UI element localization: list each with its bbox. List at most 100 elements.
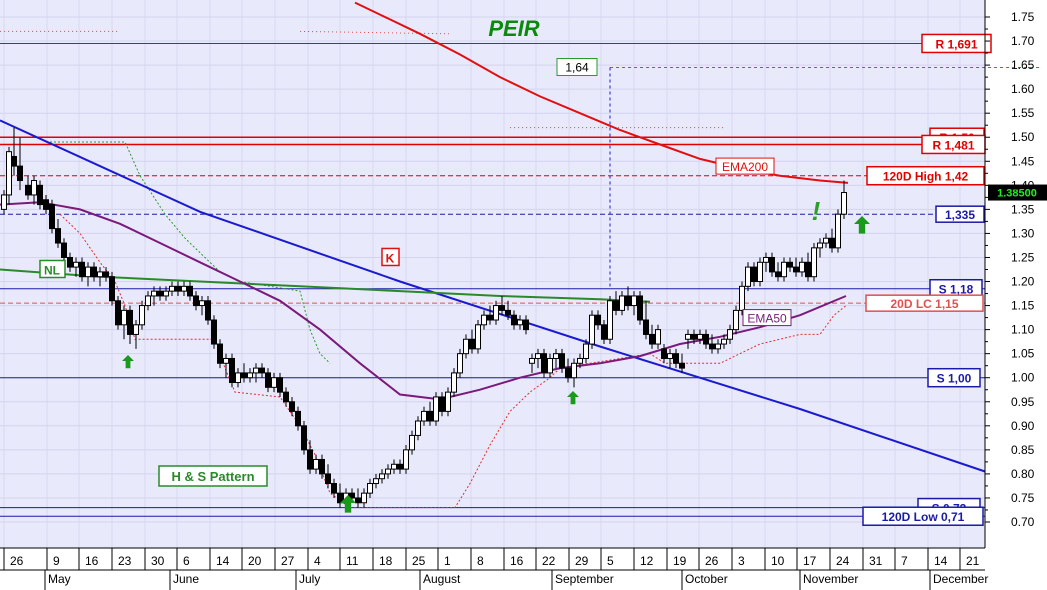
candle-body	[709, 343, 715, 350]
candle-body	[679, 362, 685, 369]
candle	[11, 127, 17, 176]
x-tick-label: 19	[673, 554, 687, 568]
candle-body	[643, 319, 649, 335]
candle	[283, 387, 289, 407]
candle	[577, 353, 583, 369]
candle	[403, 445, 409, 474]
candle	[685, 329, 691, 349]
candle-body	[469, 338, 475, 350]
candle	[151, 286, 157, 306]
candle	[289, 396, 295, 417]
candle-body	[487, 314, 493, 321]
candle-body	[835, 213, 841, 249]
candle	[313, 454, 319, 474]
candle	[667, 348, 673, 369]
candle	[799, 257, 805, 277]
candle-body	[673, 353, 679, 364]
candle-body	[319, 458, 325, 475]
candle	[493, 300, 499, 325]
x-tick-label: 26	[705, 554, 719, 568]
candle-body	[313, 458, 319, 470]
candle	[733, 305, 739, 335]
candle-body	[403, 449, 409, 470]
candle-body	[235, 372, 241, 384]
x-tick-label: 29	[575, 554, 589, 568]
candle-body	[307, 449, 313, 470]
level-label-box	[921, 33, 992, 54]
candle	[229, 353, 235, 388]
x-tick-label: 17	[803, 554, 817, 568]
candle-body	[757, 261, 763, 283]
upper-channel-line	[50, 141, 331, 364]
candle	[835, 209, 841, 253]
candle	[511, 310, 517, 330]
candle-body	[289, 401, 295, 412]
candle-body	[367, 483, 373, 494]
candle-body	[139, 305, 145, 326]
candle-body	[589, 314, 595, 345]
candle	[109, 271, 115, 306]
candle	[253, 363, 259, 383]
candle-body	[457, 353, 463, 374]
last-price-tag	[988, 184, 1047, 201]
candle-body	[175, 285, 181, 292]
candle-body	[637, 295, 643, 321]
candle	[607, 295, 613, 345]
candle-body	[121, 309, 127, 326]
candle	[727, 324, 733, 345]
candle	[1, 190, 7, 215]
candle	[145, 291, 151, 311]
candle-body	[715, 343, 721, 350]
candle	[139, 300, 145, 330]
candle-body	[619, 295, 625, 311]
neckline-label-box	[39, 259, 66, 279]
level-label: R 1,481	[932, 138, 974, 152]
candle-body	[811, 247, 817, 278]
candle	[181, 281, 187, 296]
candle	[379, 469, 385, 484]
candle-body	[541, 353, 547, 374]
candle-body	[61, 242, 67, 258]
y-tick-label: 0.80	[1011, 467, 1035, 481]
neckline-label: NL	[44, 264, 60, 278]
candle	[265, 368, 271, 393]
candle	[31, 175, 37, 205]
candle	[583, 339, 589, 364]
candle-body	[631, 295, 637, 307]
candle	[17, 137, 23, 191]
candle	[397, 459, 403, 474]
candle-body	[529, 357, 535, 364]
candle	[691, 329, 697, 345]
ema50-label-box	[742, 309, 792, 327]
candle-body	[787, 261, 793, 268]
level-label: S 1,18	[939, 283, 974, 297]
candle	[457, 348, 463, 378]
level-label: S 1,00	[937, 372, 972, 386]
candle-body	[745, 266, 751, 287]
candle	[475, 320, 481, 354]
candle-body	[325, 473, 331, 485]
candle	[763, 252, 769, 272]
x-tick-label: 26	[10, 554, 24, 568]
plot-area	[0, 0, 985, 548]
x-tick-label: 7	[901, 554, 908, 568]
y-tick-label: 0.85	[1011, 443, 1035, 457]
candle	[373, 473, 379, 489]
level-label: R 1,691	[935, 37, 977, 51]
candle	[199, 295, 205, 316]
candle	[589, 310, 595, 349]
x-tick-label: 22	[542, 554, 556, 568]
candle	[49, 199, 55, 234]
candle-body	[217, 343, 223, 364]
candle-body	[43, 199, 49, 210]
up-arrow-icon	[340, 495, 356, 513]
candle	[319, 454, 325, 479]
y-tick-label: 1.45	[1011, 154, 1035, 168]
candle-body	[439, 396, 445, 412]
candle-body	[571, 362, 577, 379]
candle	[469, 329, 475, 354]
candle-body	[253, 367, 259, 374]
candle	[79, 257, 85, 282]
candle	[391, 459, 397, 474]
